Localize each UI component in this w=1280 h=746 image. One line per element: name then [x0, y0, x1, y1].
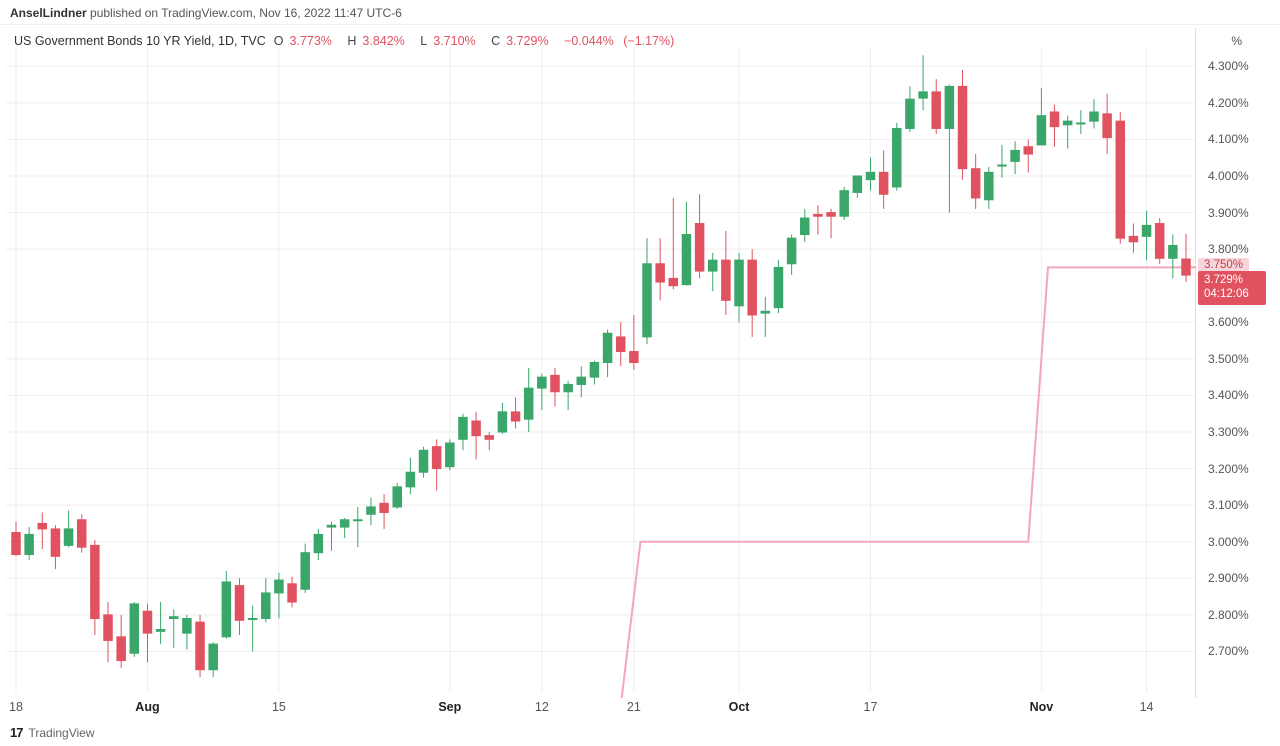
x-tick-label: 17 [864, 700, 878, 714]
y-tick-label: 2.700% [1208, 644, 1249, 658]
x-tick-label: Aug [135, 700, 159, 714]
header-mid: published on [90, 6, 158, 20]
candlestick-chart[interactable] [6, 28, 1196, 698]
y-tick-label: 3.000% [1208, 535, 1249, 549]
tradingview-logo-icon: 17 [10, 725, 22, 740]
x-tick-label: 12 [535, 700, 549, 714]
y-tick-label: 3.400% [1208, 388, 1249, 402]
y-tick-label: 4.200% [1208, 96, 1249, 110]
y-tick-label: 3.100% [1208, 498, 1249, 512]
ohlc-values: O3.773% H3.842% L3.710% C3.729% −0.044% … [274, 34, 681, 48]
y-tick-label: 3.800% [1208, 242, 1249, 256]
y-axis-unit: % [1231, 34, 1242, 48]
y-tick-label: 2.900% [1208, 571, 1249, 585]
y-tick-label: 4.100% [1208, 132, 1249, 146]
y-tick-label: 3.300% [1208, 425, 1249, 439]
x-tick-label: 14 [1140, 700, 1154, 714]
symbol-ohlc-row: US Government Bonds 10 YR Yield, 1D, TVC… [2, 28, 690, 52]
y-tick-label: 3.200% [1208, 462, 1249, 476]
symbol-title[interactable]: US Government Bonds 10 YR Yield, 1D, TVC [14, 34, 266, 48]
x-tick-label: Sep [438, 700, 461, 714]
brand-name: TradingView [28, 726, 94, 740]
y-tick-label: 3.600% [1208, 315, 1249, 329]
x-axis[interactable]: 18 Aug 15 Sep 12 21 Oct 17 Nov 14 [6, 700, 1196, 722]
y-tick-label: 4.000% [1208, 169, 1249, 183]
x-tick-label: 15 [272, 700, 286, 714]
y-tick-label: 2.800% [1208, 608, 1249, 622]
y-tick-label: 4.300% [1208, 59, 1249, 73]
x-tick-label: Nov [1030, 700, 1054, 714]
author-name: AnselLindner [10, 6, 87, 20]
y-tick-label: 3.500% [1208, 352, 1249, 366]
header-timestamp: Nov 16, 2022 11:47 UTC-6 [259, 6, 402, 20]
header-site: TradingView.com [161, 6, 252, 20]
publication-header: AnselLindner published on TradingView.co… [0, 0, 1280, 25]
y-tick-label: 3.900% [1208, 206, 1249, 220]
last-price-tag: 3.729%04:12:06 [1198, 271, 1266, 305]
chart-area[interactable] [6, 28, 1196, 698]
y-axis[interactable]: % 4.300% 4.200% 4.100% 4.000% 3.900% 3.800% 3.… [1198, 28, 1276, 698]
x-tick-label: 18 [9, 700, 23, 714]
x-tick-label: Oct [729, 700, 750, 714]
brand-footer[interactable]: 17 TradingView [10, 725, 95, 740]
x-tick-label: 21 [627, 700, 641, 714]
